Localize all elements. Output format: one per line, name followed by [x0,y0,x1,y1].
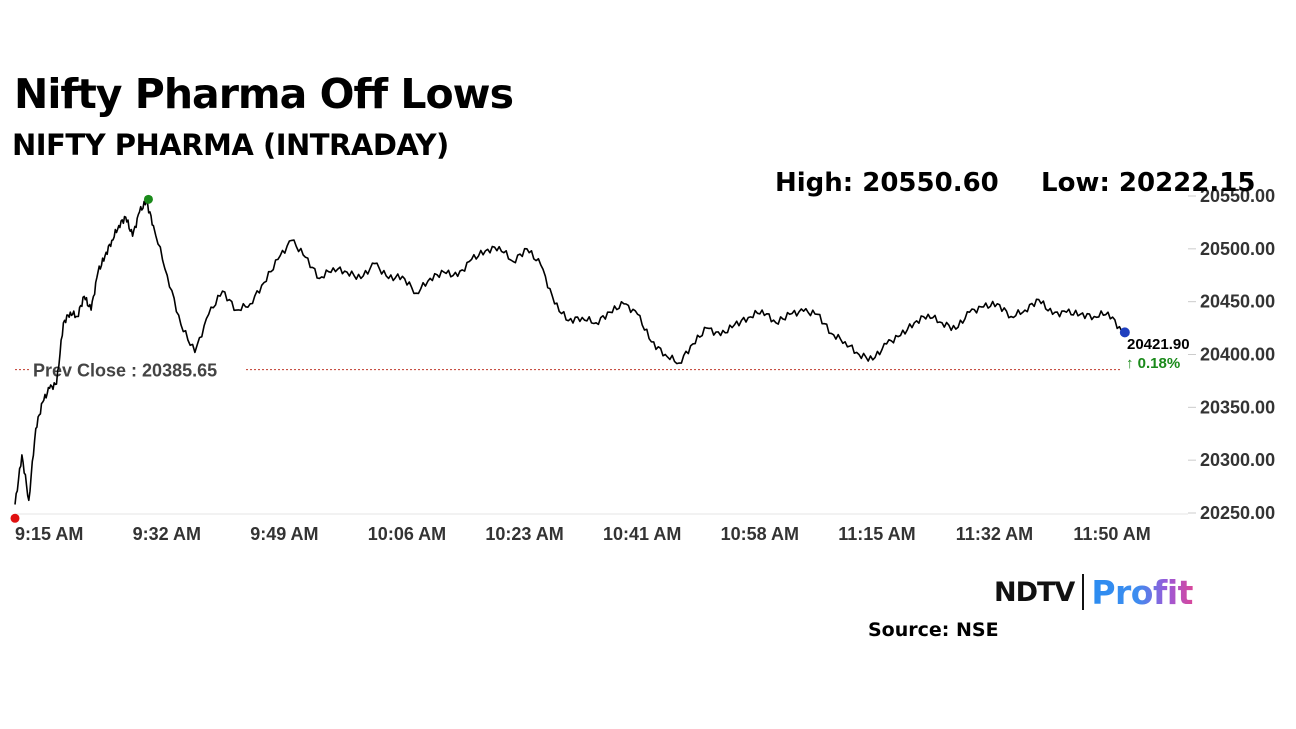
low-value-label: Low: 20222.15 [1041,168,1256,198]
y-tick-label: 20250.00 [1200,503,1275,523]
logo-profit-text: Profit [1091,572,1193,612]
day-high-marker [143,194,153,204]
x-tick-label: 10:41 AM [603,524,681,544]
x-tick-label: 10:58 AM [721,524,799,544]
day-low-marker [10,513,20,523]
y-tick-label: 20400.00 [1200,345,1275,365]
logo-ndtv-text: NDTV [994,576,1075,608]
chart-subtitle: NIFTY PHARMA (INTRADAY) [12,128,449,162]
ndtv-profit-logo: NDTV Profit [994,572,1193,612]
x-tick-label: 10:23 AM [485,524,563,544]
last-price-marker [1119,327,1130,338]
prev-close-label: Prev Close : 20385.65 [33,361,217,381]
logo-divider [1082,574,1085,610]
y-tick-label: 20350.00 [1200,397,1275,417]
chart-title: Nifty Pharma Off Lows [14,70,514,118]
y-tick-label: 20500.00 [1200,239,1275,259]
x-tick-label: 11:32 AM [956,524,1033,544]
y-tick-label: 20550.00 [1200,186,1275,206]
change-percent-label: ↑ 0.18% [1126,355,1180,372]
last-price-label: 20421.90 [1127,336,1190,353]
x-tick-label: 9:15 AM [15,524,83,544]
source-note: Source: NSE [868,619,999,641]
x-tick-label: 10:06 AM [368,524,446,544]
price-series-line [14,200,1123,505]
high-value-label: High: 20550.60 [775,168,999,198]
y-tick-label: 20450.00 [1200,292,1275,312]
y-tick-label: 20300.00 [1200,450,1275,470]
x-tick-label: 11:15 AM [838,524,915,544]
x-tick-label: 9:49 AM [250,524,318,544]
x-tick-label: 11:50 AM [1073,524,1150,544]
x-tick-label: 9:32 AM [133,524,201,544]
